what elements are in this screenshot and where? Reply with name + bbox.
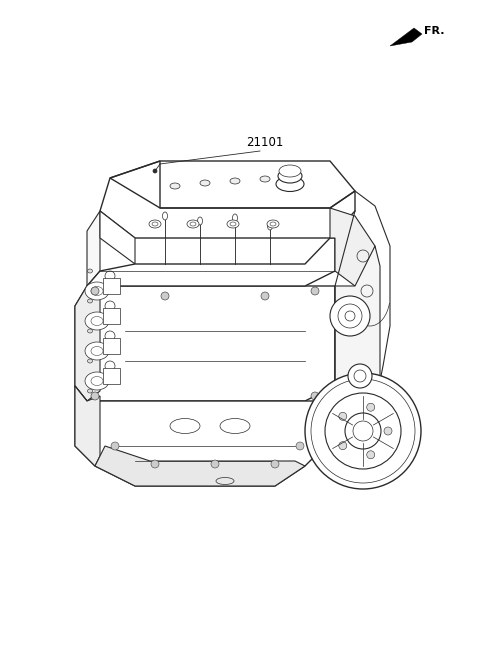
Ellipse shape [227, 220, 239, 228]
Ellipse shape [85, 342, 109, 360]
Ellipse shape [260, 176, 270, 182]
Polygon shape [75, 286, 335, 401]
Ellipse shape [87, 359, 93, 363]
Polygon shape [75, 386, 100, 466]
Ellipse shape [187, 220, 199, 228]
Text: FR.: FR. [424, 26, 444, 36]
Polygon shape [75, 286, 100, 401]
Polygon shape [330, 208, 375, 306]
Ellipse shape [279, 165, 301, 177]
Ellipse shape [170, 183, 180, 189]
Polygon shape [103, 368, 120, 384]
Circle shape [305, 373, 421, 489]
Polygon shape [103, 338, 120, 354]
Polygon shape [95, 446, 305, 486]
Ellipse shape [149, 220, 161, 228]
Ellipse shape [267, 222, 273, 230]
Circle shape [311, 392, 319, 400]
Circle shape [330, 296, 370, 336]
Ellipse shape [276, 176, 304, 192]
Polygon shape [87, 238, 335, 286]
Circle shape [153, 169, 157, 173]
Ellipse shape [85, 312, 109, 330]
Ellipse shape [170, 419, 200, 434]
Ellipse shape [197, 217, 203, 225]
Polygon shape [100, 211, 135, 264]
Text: 21101: 21101 [246, 136, 284, 149]
Circle shape [111, 442, 119, 450]
Ellipse shape [230, 178, 240, 184]
Polygon shape [335, 246, 380, 411]
Ellipse shape [85, 282, 109, 300]
Ellipse shape [87, 389, 93, 393]
Circle shape [91, 287, 99, 295]
Ellipse shape [87, 329, 93, 333]
Circle shape [311, 287, 319, 295]
Circle shape [384, 427, 392, 435]
Polygon shape [87, 211, 100, 286]
Circle shape [367, 451, 375, 459]
Ellipse shape [200, 180, 210, 186]
Circle shape [91, 392, 99, 400]
Ellipse shape [232, 214, 238, 222]
Ellipse shape [85, 372, 109, 390]
Polygon shape [103, 278, 120, 294]
Circle shape [161, 292, 169, 300]
Circle shape [345, 311, 355, 321]
Circle shape [311, 379, 415, 483]
Circle shape [325, 393, 401, 469]
Circle shape [367, 403, 375, 411]
Circle shape [261, 292, 269, 300]
Circle shape [345, 413, 381, 449]
Polygon shape [103, 308, 120, 324]
Ellipse shape [278, 169, 302, 183]
Polygon shape [100, 161, 355, 238]
Polygon shape [390, 28, 422, 46]
Circle shape [271, 460, 279, 468]
Circle shape [151, 460, 159, 468]
Ellipse shape [220, 419, 250, 434]
Circle shape [339, 441, 347, 450]
Ellipse shape [163, 212, 168, 220]
Polygon shape [75, 386, 335, 486]
Ellipse shape [267, 220, 279, 228]
Ellipse shape [87, 269, 93, 273]
Circle shape [348, 364, 372, 388]
Circle shape [353, 421, 373, 441]
Circle shape [211, 460, 219, 468]
Circle shape [296, 442, 304, 450]
Ellipse shape [87, 299, 93, 303]
Circle shape [339, 413, 347, 420]
